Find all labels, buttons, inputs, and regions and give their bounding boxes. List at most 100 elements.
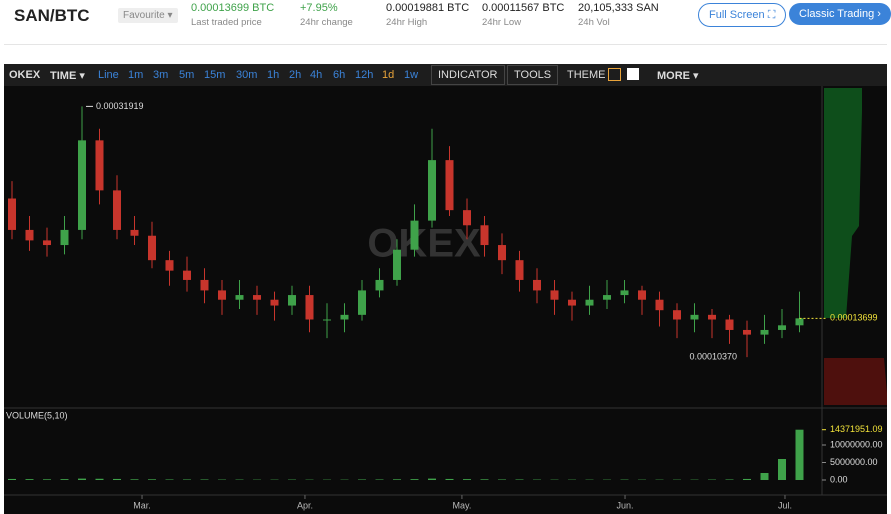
interval[interactable]: 1d xyxy=(382,69,395,81)
volume-bar xyxy=(795,429,804,480)
pair: SAN/BTC xyxy=(14,6,90,25)
interval[interactable]: 1m xyxy=(128,69,144,81)
candle-body xyxy=(78,140,86,230)
volume-bar xyxy=(778,459,786,480)
theme-dark[interactable] xyxy=(608,68,621,81)
interval[interactable]: 12h xyxy=(355,69,374,81)
volume-bar xyxy=(410,479,419,480)
volume-bar xyxy=(130,479,139,480)
x-tick-label: Jul. xyxy=(778,500,792,510)
interval[interactable]: 4h xyxy=(310,69,323,81)
x-tick-label: Apr. xyxy=(297,500,313,510)
stat: +7.95% 24hr change xyxy=(300,2,353,28)
volume-bar xyxy=(760,473,769,480)
more-text: MORE xyxy=(657,70,690,82)
candle-body xyxy=(760,329,769,335)
volume-bar xyxy=(743,478,751,480)
volume-bar xyxy=(183,479,191,480)
favourite[interactable]: Favourite ▾ xyxy=(118,8,178,23)
candle-body xyxy=(655,299,664,311)
interval[interactable]: 3m xyxy=(153,69,169,81)
stat: 0.00013699 BTC Last traded price xyxy=(191,2,274,28)
candle-body xyxy=(690,314,699,320)
depth-ask xyxy=(824,358,887,405)
time-menu[interactable]: TIME ▾ xyxy=(50,70,85,82)
volume-bar xyxy=(8,478,16,480)
interval[interactable]: 5m xyxy=(179,69,195,81)
button-text: Classic Trading xyxy=(799,8,875,20)
candle-body xyxy=(585,299,594,306)
candle-body xyxy=(200,279,209,291)
volume-bar xyxy=(25,479,34,480)
volume-bar xyxy=(480,479,489,480)
candle-body xyxy=(620,290,629,296)
more-menu[interactable]: MORE ▾ xyxy=(657,70,699,82)
candle-body xyxy=(340,314,349,320)
interval[interactable]: 2h xyxy=(289,69,302,81)
candle-body xyxy=(25,229,34,241)
volume-bar xyxy=(43,479,51,480)
candle-body xyxy=(270,299,279,306)
full-screen-button[interactable]: Full Screen ⛶ xyxy=(698,3,787,27)
stat: 20,105,333 SAN 24h Vol xyxy=(578,2,659,28)
stat-label: 24h Vol xyxy=(578,17,610,28)
volume-tick-label: 0.00 xyxy=(830,474,848,484)
candle-body xyxy=(288,295,296,306)
stat-label: 24hr High xyxy=(386,17,428,28)
candle-body xyxy=(778,325,786,330)
interval[interactable]: 1w xyxy=(404,69,419,81)
depth-bid xyxy=(824,88,862,318)
candle-body xyxy=(95,140,104,191)
candle-body xyxy=(480,225,489,246)
stat: 0.00019881 BTC 24hr High xyxy=(386,2,469,28)
candle-body xyxy=(638,290,646,300)
volume-bar xyxy=(463,479,471,480)
favourite-text: Favourite xyxy=(123,10,165,21)
classic-trading-button[interactable]: Classic Trading › xyxy=(789,3,891,25)
candle-body xyxy=(568,299,576,306)
volume-tick-label: 10000000.00 xyxy=(830,439,883,449)
chart: OKEX 0.00031919 0.00010370 0.00013699 VOLUME… xyxy=(4,86,887,514)
indicator-button[interactable]: INDICATOR xyxy=(431,65,505,85)
volume-bar xyxy=(725,479,734,480)
candle-body xyxy=(235,295,244,300)
volume-bar xyxy=(200,479,209,480)
theme-light[interactable] xyxy=(627,68,639,80)
candle-body xyxy=(533,279,541,291)
candle-body xyxy=(498,245,506,261)
candle-body xyxy=(743,329,751,335)
candle-body xyxy=(393,249,401,280)
last-price-label: 0.00013699 xyxy=(830,313,878,323)
candle-body xyxy=(183,270,191,280)
interval[interactable]: Line xyxy=(98,69,119,81)
theme-label: THEME xyxy=(567,69,606,81)
candle-body xyxy=(8,198,16,230)
volume-bar xyxy=(78,478,86,480)
volume-bar xyxy=(113,478,121,480)
stat-value: 20,105,333 SAN xyxy=(578,2,659,14)
candle-body xyxy=(410,220,419,250)
brand: OKEX xyxy=(9,69,41,81)
candle-body xyxy=(323,319,331,321)
interval[interactable]: 30m xyxy=(236,69,258,81)
candle-body xyxy=(253,295,261,300)
candle-body xyxy=(148,235,156,261)
interval[interactable]: 6h xyxy=(333,69,346,81)
volume-bar xyxy=(60,479,69,480)
stat-value: 0.00013699 BTC xyxy=(191,2,275,14)
high-label: 0.00031919 xyxy=(96,101,144,111)
volume-tick-label: 5000000.00 xyxy=(830,457,878,467)
candle-body xyxy=(375,279,384,291)
interval[interactable]: 15m xyxy=(204,69,226,81)
volume-bar xyxy=(165,479,174,480)
volume-bar xyxy=(428,478,436,480)
tools-button[interactable]: TOOLS xyxy=(507,65,559,85)
candle-body xyxy=(725,319,734,330)
interval[interactable]: 1h xyxy=(267,69,280,81)
watermark: OKEX xyxy=(367,222,481,266)
x-tick-label: May. xyxy=(453,500,472,510)
stat-label: Last traded price xyxy=(191,17,262,28)
stat: 0.00011567 BTC 24hr Low xyxy=(482,2,564,28)
time-text: TIME xyxy=(50,70,77,82)
candle-body xyxy=(43,240,51,246)
